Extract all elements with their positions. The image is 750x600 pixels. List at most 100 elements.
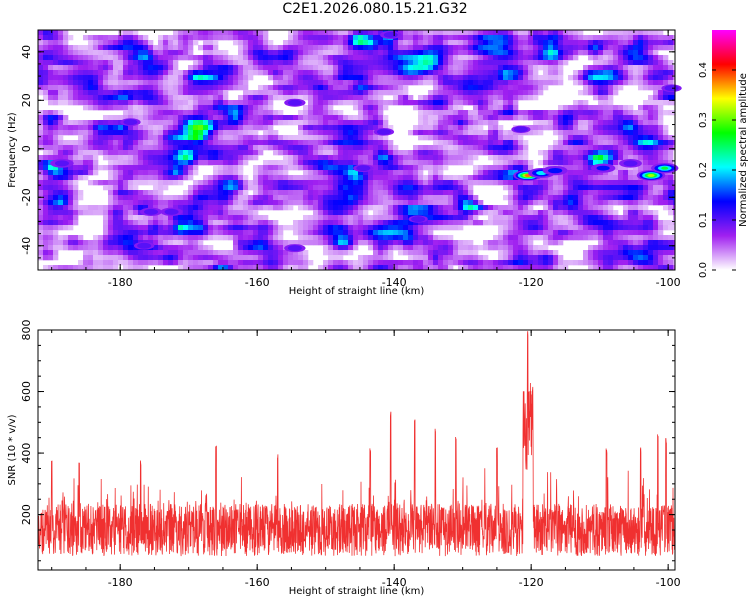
heatmap-cell (673, 185, 676, 191)
heatmap-cell (583, 135, 589, 141)
heatmap-cell (453, 160, 459, 166)
heatmap-cell (438, 55, 444, 61)
heatmap-cell (643, 40, 649, 46)
heatmap-cell (428, 240, 434, 246)
heatmap-cell (518, 95, 524, 101)
heatmap-cell (128, 70, 134, 76)
heatmap-cell (398, 215, 404, 221)
heatmap-cell (158, 60, 164, 66)
heatmap-cell (368, 70, 374, 76)
heatmap-cell (408, 180, 414, 186)
heatmap-cell (143, 195, 149, 201)
heatmap-cell (78, 240, 84, 246)
heatmap-cell (603, 35, 609, 41)
heatmap-cell (318, 40, 324, 46)
heatmap-cell (318, 50, 324, 56)
heatmap-cell (263, 65, 269, 71)
heatmap-cell (308, 40, 314, 46)
heatmap-cell (438, 105, 444, 111)
heatmap-cell (48, 235, 54, 241)
heatmap-cell (373, 140, 379, 146)
heatmap-cell (443, 205, 449, 211)
heatmap-cell (203, 160, 209, 166)
heatmap-cell (403, 215, 409, 221)
heatmap-cell (583, 210, 589, 216)
heatmap-cell (483, 45, 489, 51)
heatmap-cell (268, 95, 274, 101)
heatmap-cell (63, 220, 69, 226)
heatmap-cell (53, 60, 59, 66)
heatmap-cell (618, 120, 624, 126)
heatmap-cell (218, 235, 224, 241)
heatmap-cell (323, 35, 329, 41)
heatmap-cell (553, 160, 559, 166)
heatmap-cell (593, 70, 599, 76)
heatmap-cell (118, 95, 124, 101)
heatmap-cell (648, 150, 654, 156)
heatmap-cell (343, 45, 349, 51)
heatmap-cell (53, 40, 59, 46)
heatmap-cell (668, 220, 674, 226)
heatmap-cell (413, 230, 419, 236)
heatmap-cell (298, 185, 304, 191)
heatmap-cell (183, 155, 189, 161)
heatmap-cell (458, 100, 464, 106)
heatmap-cell (443, 35, 449, 41)
heatmap-cell (68, 35, 74, 41)
heatmap-cell (493, 135, 499, 141)
heatmap-cell (38, 65, 44, 71)
heatmap-cell (448, 200, 454, 206)
heatmap-cell (508, 175, 514, 181)
heatmap-cell (213, 120, 219, 126)
heatmap-cell (188, 95, 194, 101)
heatmap-cell (613, 80, 619, 86)
heatmap-cell (518, 160, 524, 166)
heatmap-cell (488, 60, 494, 66)
heatmap-cell (203, 65, 209, 71)
heatmap-cell (578, 230, 584, 236)
heatmap-cell (568, 220, 574, 226)
heatmap-cell (423, 45, 429, 51)
heatmap-cell (333, 225, 339, 231)
heatmap-cell (573, 200, 579, 206)
heatmap-cell (443, 100, 449, 106)
heatmap-cell (263, 220, 269, 226)
heatmap-cell (383, 205, 389, 211)
heatmap-cell (558, 70, 564, 76)
heatmap-cell (613, 215, 619, 221)
heatmap-cell (503, 35, 509, 41)
heatmap-cell (148, 175, 154, 181)
heatmap-cell (573, 165, 579, 171)
heatmap-cell (323, 235, 329, 241)
heatmap-cell (413, 235, 419, 241)
heatmap-cell (463, 220, 469, 226)
heatmap-cell (408, 40, 414, 46)
heatmap-cell (248, 210, 254, 216)
heatmap-cell (498, 145, 504, 151)
heatmap-cell (398, 35, 404, 41)
heatmap-cell (128, 140, 134, 146)
heatmap-cell (643, 60, 649, 66)
heatmap-cell (58, 40, 64, 46)
heatmap-cell (128, 210, 134, 216)
heatmap-cell (543, 35, 549, 41)
heatmap-cell (573, 150, 579, 156)
heatmap-cell (473, 90, 479, 96)
heatmap-cell (313, 50, 319, 56)
heatmap-cell (633, 180, 639, 186)
heatmap-cell (508, 180, 514, 186)
heatmap-cell (383, 75, 389, 81)
heatmap-cell (478, 90, 484, 96)
heatmap-cell (183, 205, 189, 211)
heatmap-cell (668, 65, 674, 71)
heatmap-cell (303, 215, 309, 221)
heatmap-cell (68, 225, 74, 231)
heatmap-cell (583, 200, 589, 206)
heatmap-cell (238, 135, 244, 141)
heatmap-cell (578, 180, 584, 186)
heatmap-cell (268, 225, 274, 231)
heatmap-cell (558, 50, 564, 56)
heatmap-cell (623, 55, 629, 61)
heatmap-cell (548, 45, 554, 51)
heatmap-cell (263, 240, 269, 246)
